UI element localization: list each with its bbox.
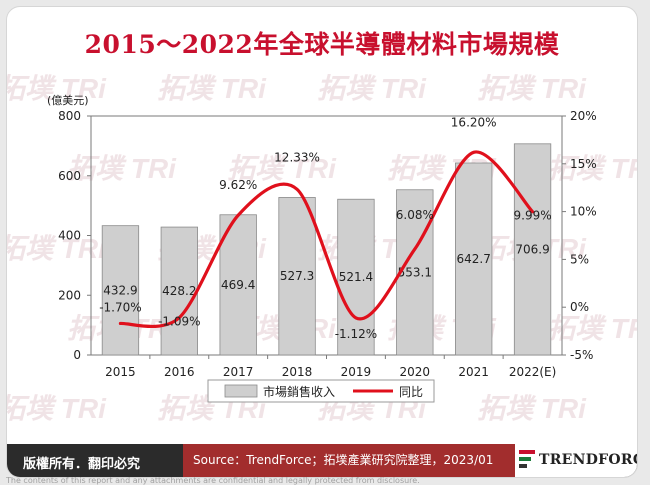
bar-value-label: 521.4 <box>339 270 373 284</box>
left-tick-label: 200 <box>58 288 81 302</box>
x-tick-label: 2020 <box>400 365 431 379</box>
bar <box>396 189 434 356</box>
legend-line-label: 同比 <box>399 385 423 399</box>
chart-card: 拓墣 TRi 拓墣 TRi 拓墣 TRi 拓墣 TRi 拓墣 TRi 拓墣 TRi 拓墣 T… <box>6 6 638 478</box>
legend-box <box>207 379 435 403</box>
chart-title: 2015～2022年全球半導體材料市場規模 <box>84 30 560 59</box>
bar-value-label: 428.2 <box>162 284 196 298</box>
yoy-value-label: -1.70% <box>99 300 141 314</box>
yoy-line <box>118 150 535 329</box>
bar-value-label: 553.1 <box>398 265 432 279</box>
legend-bar-swatch <box>224 384 258 398</box>
bar-value-label: 469.4 <box>221 278 255 292</box>
yoy-value-label: 9.99% <box>514 209 552 223</box>
left-tick-label: 0 <box>73 348 81 362</box>
x-tick-label: 2021 <box>458 365 489 379</box>
yoy-value-label: -1.12% <box>335 327 377 341</box>
x-tick-label: 2022(E) <box>509 365 556 379</box>
left-axis-unit: (億美元) <box>47 94 89 107</box>
right-tick-label: 0% <box>570 300 589 314</box>
x-tick-label: 2019 <box>341 365 372 379</box>
trendforce-logo-icon <box>519 450 535 468</box>
x-tick-label: 2018 <box>282 365 313 379</box>
bar <box>278 197 316 356</box>
trendforce-logo-text: TRENDFORCE <box>539 452 637 468</box>
x-tick-label: 2017 <box>223 365 254 379</box>
bar-value-label: 527.3 <box>280 269 314 283</box>
trendforce-logo: TRENDFORCE <box>515 444 637 477</box>
left-tick-label: 400 <box>58 229 81 243</box>
legend-bar-label: 市場銷售收入 <box>263 384 335 399</box>
right-tick-label: 20% <box>570 109 597 123</box>
copyright-text: 版權所有．翻印必究 <box>23 457 141 472</box>
bar-value-label: 706.9 <box>515 242 549 256</box>
left-tick-label: 600 <box>58 169 81 183</box>
bar-value-label: 642.7 <box>457 252 491 266</box>
bar <box>513 143 552 356</box>
bar <box>160 226 198 356</box>
yoy-value-label: -1.09% <box>158 315 200 329</box>
bar <box>455 162 493 356</box>
footer-bar: 版權所有．翻印必究 Source：TrendForce；拓墣產業研究院整理，20… <box>7 444 637 477</box>
yoy-value-label: 12.33% <box>274 150 320 164</box>
right-tick-label: 15% <box>570 157 597 171</box>
bar <box>337 198 375 356</box>
right-tick-label: -5% <box>570 348 593 362</box>
yoy-value-label: 6.08% <box>396 208 434 222</box>
x-tick-label: 2016 <box>164 365 195 379</box>
source-text: Source：TrendForce；拓墣產業研究院整理，2023/01 <box>183 444 523 477</box>
bar <box>101 225 140 356</box>
yoy-value-label: 16.20% <box>451 115 497 129</box>
right-tick-label: 5% <box>570 252 589 266</box>
left-tick-label: 800 <box>58 109 81 123</box>
yoy-value-label: 9.62% <box>219 178 257 192</box>
disclaimer-text: The contents of this report and any atta… <box>6 476 420 485</box>
bar-value-label: 432.9 <box>103 283 137 297</box>
right-tick-label: 10% <box>570 205 597 219</box>
chart-svg: (億美元) 0 200 400 600 800 -5% 0% 5% 10% 15% 20% 2015 20… <box>47 94 597 403</box>
x-tick-label: 2015 <box>105 365 136 379</box>
